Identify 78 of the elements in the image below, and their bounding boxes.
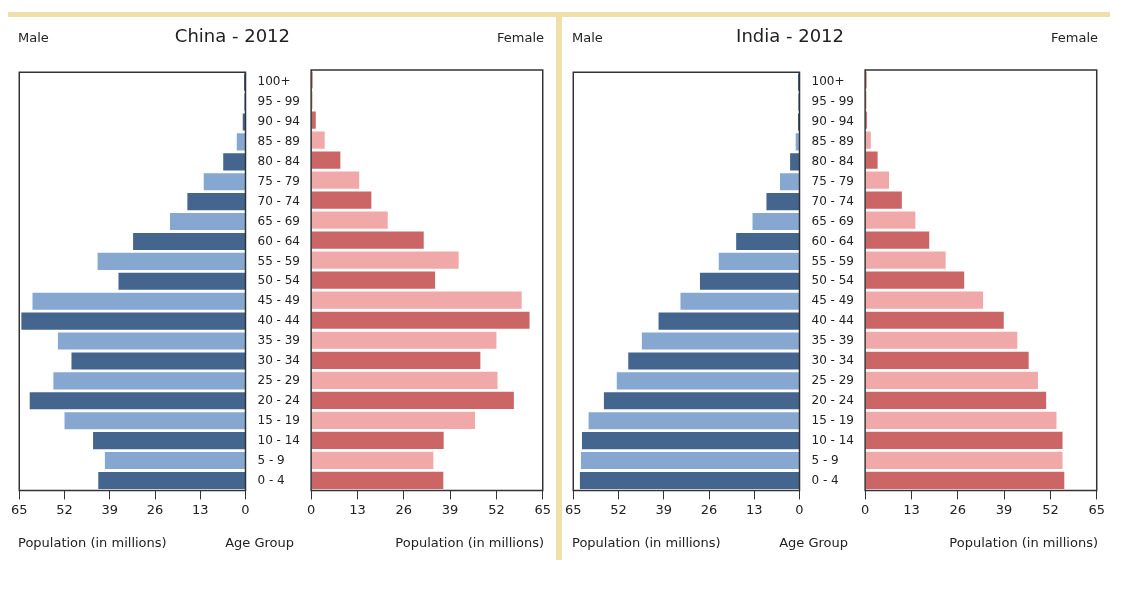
- y-tick-label: 45 - 49: [811, 293, 854, 308]
- y-tick-label: 35 - 39: [811, 333, 854, 348]
- y-tick-label: 55 - 59: [811, 253, 854, 268]
- y-tick-label: 0 - 4: [811, 472, 839, 487]
- y-axis-title: Age Group: [779, 535, 848, 550]
- y-tick-label: 40 - 44: [257, 313, 300, 328]
- x-tick-label: 13: [191, 501, 209, 517]
- x-tick-label: 52: [56, 501, 73, 517]
- y-tick-label: 95 - 99: [257, 94, 300, 109]
- y-tick-label: 5 - 9: [257, 452, 285, 467]
- x-axis-title: Population (in millions): [572, 535, 721, 550]
- y-tick-label: 75 - 79: [257, 173, 300, 188]
- y-tick-label: 60 - 64: [257, 233, 300, 248]
- y-tick-label: 100+: [257, 74, 291, 89]
- x-tick-label: 52: [1042, 501, 1059, 517]
- y-tick-label: 30 - 34: [257, 353, 300, 368]
- y-tick-label: 90 - 94: [257, 114, 300, 129]
- chart-title: India - 2012: [736, 25, 844, 46]
- y-tick-label: 85 - 89: [257, 134, 300, 149]
- y-tick-label: 25 - 29: [811, 373, 854, 387]
- x-axis-title: Population (in millions): [949, 535, 1098, 550]
- x-axis-title: Population (in millions): [395, 535, 544, 550]
- y-tick-label: 10 - 14: [811, 432, 854, 447]
- y-tick-label: 15 - 19: [257, 412, 300, 427]
- x-tick-label: 13: [745, 501, 763, 517]
- y-tick-label: 80 - 84: [811, 153, 854, 168]
- y-tick-label: 15 - 19: [811, 412, 854, 427]
- x-tick-label: 65: [565, 501, 582, 517]
- x-axis-title: Population (in millions): [18, 535, 167, 550]
- x-tick-label: 52: [610, 501, 627, 517]
- y-tick-label: 50 - 54: [257, 273, 300, 288]
- y-tick-label: 5 - 9: [811, 452, 839, 467]
- y-tick-label: 70 - 74: [811, 193, 854, 208]
- text: Female: [496, 30, 544, 45]
- x-tick-label: 52: [488, 501, 505, 517]
- x-tick-label: 39: [995, 501, 1013, 517]
- x-tick-label: 65: [11, 501, 28, 517]
- text: Male: [572, 30, 603, 45]
- y-tick-label: 45 - 49: [257, 293, 300, 308]
- y-tick-label: 10 - 14: [257, 432, 300, 447]
- y-tick-label: 40 - 44: [811, 313, 854, 328]
- chart-title: China - 2012: [174, 25, 290, 46]
- x-tick-label: 13: [349, 501, 366, 517]
- y-tick-label: 75 - 79: [811, 173, 854, 188]
- y-tick-label: 30 - 34: [811, 353, 854, 368]
- y-axis-title: Age Group: [225, 535, 294, 550]
- y-tick-label: 65 - 69: [811, 213, 854, 228]
- x-tick-label: 0: [860, 501, 870, 517]
- y-tick-label: 95 - 99: [811, 94, 854, 109]
- y-tick-label: 80 - 84: [257, 153, 300, 168]
- y-tick-label: 0 - 4: [257, 472, 285, 487]
- y-tick-label: 20 - 24: [811, 392, 854, 407]
- y-tick-label: 100+: [811, 74, 845, 89]
- x-tick-label: 0: [241, 501, 250, 517]
- y-tick-label: 50 - 54: [811, 273, 854, 288]
- y-tick-label: 25 - 29: [257, 373, 300, 387]
- x-tick-label: 65: [1088, 501, 1105, 517]
- y-tick-label: 90 - 94: [811, 114, 854, 129]
- y-tick-label: 20 - 24: [257, 392, 300, 407]
- y-tick-label: 65 - 69: [257, 213, 300, 228]
- x-tick-label: 26: [146, 501, 164, 517]
- x-tick-label: 26: [700, 501, 718, 517]
- y-tick-label: 70 - 74: [257, 193, 300, 208]
- x-tick-label: 13: [903, 501, 920, 517]
- x-tick-label: 65: [534, 501, 551, 517]
- x-tick-label: 39: [101, 501, 119, 517]
- y-tick-label: 35 - 39: [257, 333, 300, 348]
- y-tick-label: 85 - 89: [811, 134, 854, 149]
- text: Male: [18, 30, 49, 45]
- y-tick-label: 60 - 64: [811, 233, 854, 248]
- x-tick-label: 39: [441, 501, 459, 517]
- x-tick-label: 39: [655, 501, 673, 517]
- text: Female: [1050, 30, 1098, 45]
- x-tick-label: 0: [795, 501, 804, 517]
- x-tick-label: 26: [949, 501, 967, 517]
- x-tick-label: 0: [306, 501, 316, 517]
- y-tick-label: 55 - 59: [257, 253, 300, 268]
- x-tick-label: 26: [395, 501, 413, 517]
